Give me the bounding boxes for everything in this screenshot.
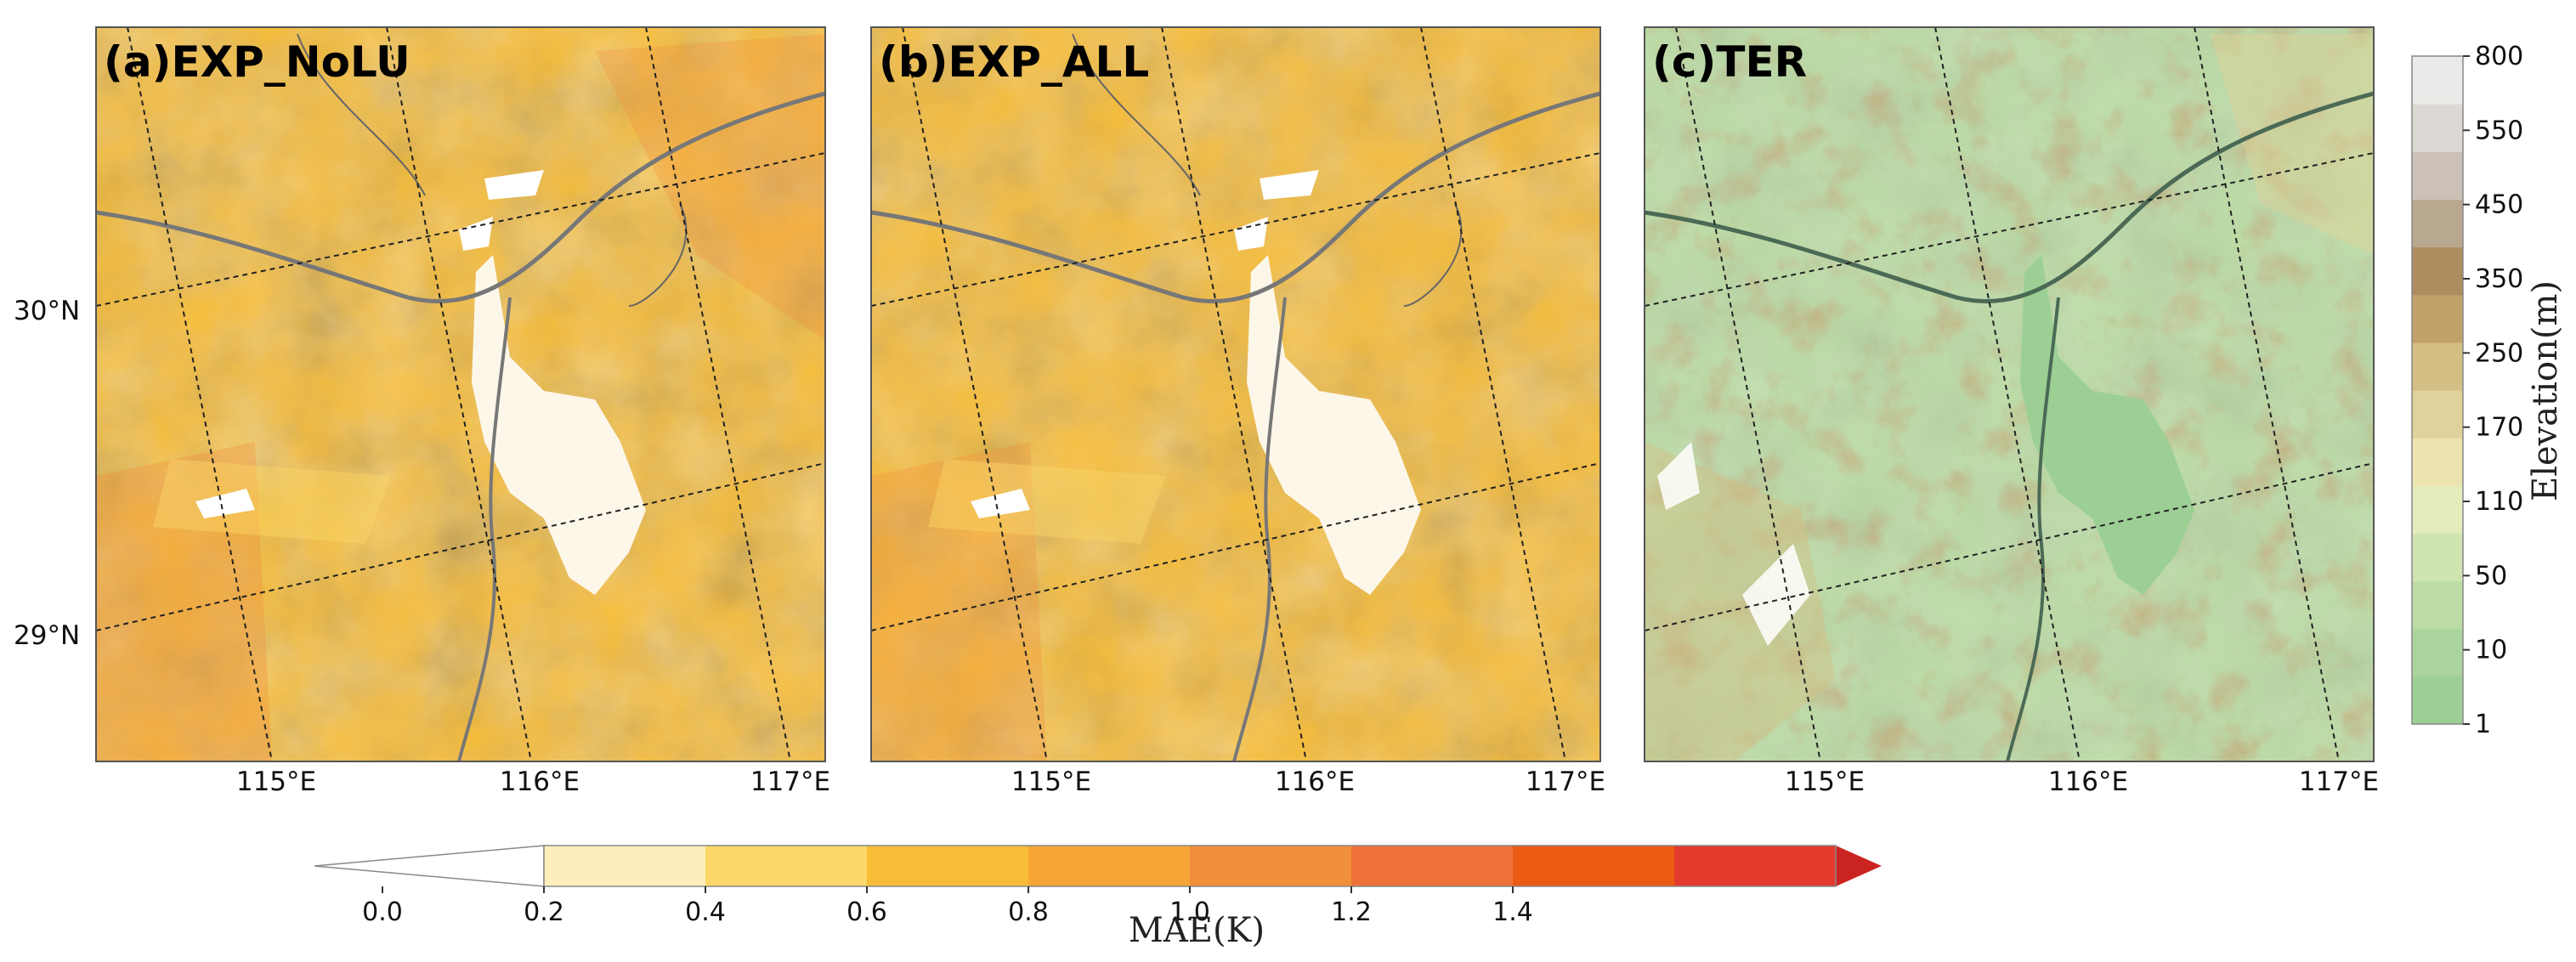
mae-colorbar-extend-high: [1836, 846, 1882, 886]
mae-colorbar-tick-label: 1.0: [1169, 897, 1210, 927]
mae-colorbar-tick-label: 0.0: [362, 897, 403, 927]
lat-tick-30n: 30°N: [14, 296, 80, 326]
terrain-colorbar-segment: [2412, 151, 2463, 201]
lon-tick-115e-b: 115°E: [1011, 767, 1091, 797]
mae-colorbar-segment: [1513, 846, 1674, 886]
terrain-colorbar-segment: [2412, 246, 2463, 296]
panel-b-title: (b)EXP_ALL: [879, 37, 1149, 87]
terrain-colorbar-segment: [2412, 580, 2463, 630]
lon-tick-117e-b: 117°E: [1526, 767, 1605, 797]
panel-b: (b)EXP_ALL: [870, 26, 1601, 762]
mae-colorbar-label: MAE(K): [1129, 911, 1265, 950]
terrain-colorbar-tick-label: 450: [2475, 190, 2523, 220]
lon-tick-116e-b: 116°E: [1275, 767, 1355, 797]
lon-labels: 115°E 116°E 117°E 115°E 116°E 117°E 115°…: [236, 767, 2379, 797]
terrain-colorbar-segment: [2412, 294, 2463, 343]
lon-tick-117e-a: 117°E: [750, 767, 830, 797]
lat-labels: 30°N 29°N: [14, 296, 80, 651]
terrain-colorbar-tick-label: 250: [2475, 338, 2523, 368]
mae-colorbar-segment: [867, 846, 1028, 886]
terrain-colorbar-segment: [2412, 104, 2463, 152]
mae-colorbar-tick-label: 0.2: [524, 897, 564, 927]
terrain-colorbar-segment: [2412, 676, 2463, 725]
terrain-colorbar-tick-label: 800: [2475, 42, 2523, 71]
mae-colorbar: 0.0 0.2 0.4 0.6 0.8 1.0 1.2 1.4: [314, 845, 1882, 927]
mae-colorbar-extend-low: [314, 845, 545, 887]
lon-tick-115e-a: 115°E: [236, 767, 316, 797]
mae-colorbar-segment: [705, 846, 867, 886]
lon-tick-117e-c: 117°E: [2299, 767, 2379, 797]
terrain-colorbar-tick-label: 550: [2475, 116, 2523, 145]
terrain-colorbar-tick-label: 350: [2475, 264, 2523, 294]
lon-tick-116e-a: 116°E: [500, 767, 580, 797]
mae-colorbar-segment: [1674, 846, 1836, 886]
mae-colorbar-segment: [544, 846, 705, 886]
mae-colorbar-tick-label: 0.4: [685, 897, 726, 927]
terrain-colorbar-tick-label: 110: [2475, 487, 2523, 517]
lon-tick-116e-c: 116°E: [2048, 767, 2128, 797]
terrain-colorbar-segment: [2412, 199, 2463, 248]
terrain-colorbar-tick-label: 1: [2475, 710, 2491, 739]
terrain-colorbar-segment: [2412, 342, 2463, 391]
mae-colorbar-tick-label: 0.6: [846, 897, 887, 927]
terrain-colorbar-segment: [2412, 628, 2463, 677]
mae-colorbar-segment: [1190, 846, 1351, 886]
mae-colorbar-segment: [1028, 846, 1190, 886]
mae-colorbar-tick-label: 1.4: [1492, 897, 1533, 927]
mae-colorbar-tick-label: 1.2: [1331, 897, 1372, 927]
terrain-colorbar-segment: [2412, 438, 2463, 486]
terrain-colorbar-label: Elevation(m): [2526, 280, 2565, 501]
panel-c: (c)TER: [1644, 26, 2375, 762]
terrain-colorbar-tick-label: 50: [2475, 561, 2507, 591]
terrain-colorbar-tick-label: 10: [2475, 636, 2507, 665]
panel-a-title: (a)EXP_NoLU: [104, 37, 410, 87]
lat-tick-29n: 29°N: [14, 620, 80, 651]
terrain-colorbar-segment: [2412, 533, 2463, 582]
terrain-colorbar-segment: [2412, 485, 2463, 535]
mae-colorbar-segment: [1351, 846, 1513, 886]
panel-c-title: (c)TER: [1652, 37, 1807, 87]
mae-colorbar-tick-label: 0.8: [1008, 897, 1049, 927]
terrain-colorbar-frame: [2411, 55, 2464, 725]
terrain-colorbar-segment: [2412, 390, 2463, 439]
panel-a: (a)EXP_NoLU: [95, 26, 826, 762]
terrain-colorbar-segment: [2412, 56, 2463, 105]
terrain-colorbar-tick-label: 170: [2475, 413, 2523, 443]
lon-tick-115e-c: 115°E: [1785, 767, 1865, 797]
